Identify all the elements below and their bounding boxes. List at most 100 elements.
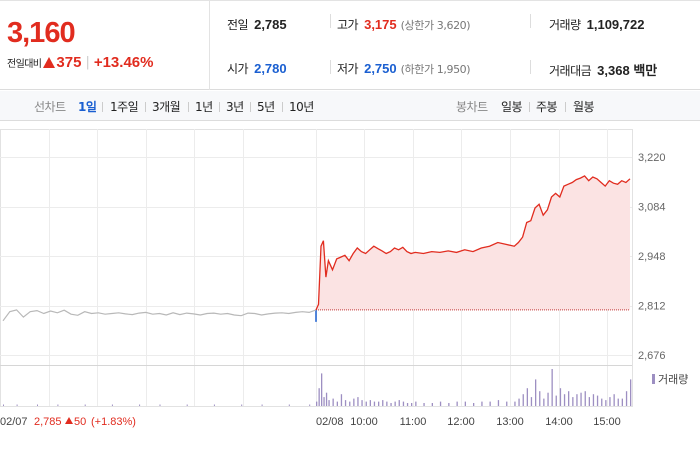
high-label: 고가: [337, 18, 359, 32]
volume-bar: [506, 401, 508, 406]
x-tick-label: 15:00: [593, 416, 621, 428]
change-value: 375: [56, 54, 82, 71]
prev-close-label: 전일: [227, 18, 249, 32]
x-tick-label: 11:00: [400, 416, 427, 428]
volume-bar: [559, 388, 562, 406]
divider: [145, 102, 146, 112]
volume-legend: 거래량: [652, 373, 688, 386]
volume-bar: [241, 404, 243, 406]
volume-bar: [357, 397, 359, 406]
volume-bar: [535, 379, 537, 406]
volume-bar: [378, 401, 380, 406]
prev-close-stat: 전일 2,785: [227, 16, 287, 33]
volume-bar: [3, 404, 4, 406]
prev-day-footer: 02/07 2,785 50 (+1.83%): [0, 416, 136, 428]
volume-bar: [213, 404, 215, 406]
volume-bar: [572, 397, 574, 406]
y-axis-ticks: 3,220 3,084 2,948 2,812 2,676: [638, 152, 666, 362]
volume-bar: [555, 395, 557, 406]
price-area: [315, 175, 630, 322]
volume-bar: [402, 401, 405, 406]
volume-bar: [601, 398, 603, 406]
divider: [188, 102, 189, 112]
price-lines: [2, 175, 631, 322]
volume-bar: [288, 404, 290, 406]
volume-bar: [261, 404, 263, 406]
candle-daily-tab[interactable]: 일봉: [501, 100, 523, 114]
prev-day-up-icon: [65, 417, 73, 424]
volume-bar: [394, 401, 396, 406]
prev-day-line: [2, 309, 317, 322]
period-3m-tab[interactable]: 3개월: [152, 100, 181, 114]
period-3y-tab[interactable]: 3년: [226, 100, 244, 114]
volume-bar: [415, 401, 417, 406]
volume-bar: [406, 403, 409, 406]
volume-bar: [398, 400, 400, 406]
y-tick-label: 3,084: [638, 202, 666, 214]
change-row: 전일대비 375 | +13.46%: [7, 54, 153, 71]
period-1w-tab[interactable]: 1주일: [110, 100, 139, 114]
period-1d-tab[interactable]: 1일: [78, 100, 97, 114]
volume-bar: [522, 394, 524, 406]
volume-bar: [309, 404, 311, 406]
volume-bar: [588, 397, 590, 406]
candle-monthly-tab[interactable]: 월봉: [573, 100, 595, 114]
volume-bar: [321, 373, 323, 406]
volume-bar: [159, 404, 161, 406]
volume-bar: [448, 403, 450, 406]
change-rate: +13.46%: [93, 54, 154, 71]
volume-bar: [526, 388, 528, 406]
lower-limit: (하한가 1,950): [400, 63, 471, 76]
candle-weekly-tab[interactable]: 주봉: [536, 100, 558, 114]
high-value: 3,175: [364, 17, 397, 32]
change-label: 전일대비: [7, 59, 42, 70]
volume-bar: [340, 394, 343, 406]
volume-bar: [37, 404, 38, 406]
volume-bar: [563, 394, 566, 406]
volume-bar: [16, 404, 18, 406]
volume-bar: [547, 392, 549, 406]
open-value: 2,780: [254, 61, 287, 76]
volume-bar: [332, 398, 334, 406]
divider: [330, 14, 331, 28]
low-label: 저가: [337, 62, 359, 76]
volume-bar: [382, 400, 384, 406]
price-area-fill: [316, 175, 630, 310]
period-bar: 선차트 1일 1주일 3개월 1년 3년 5년 10년 봉차트 일봉 주봉 월봉: [0, 90, 700, 121]
y-tick-label: 2,948: [638, 251, 666, 263]
prev-day-change: 50: [74, 416, 86, 428]
volume-bar: [530, 397, 533, 406]
volume-bar: [328, 400, 330, 406]
candle-chart-label: 봉차트: [456, 100, 488, 114]
amount-label: 거래대금: [549, 64, 592, 78]
up-arrow-icon: [43, 57, 56, 68]
volume-bar: [464, 401, 466, 406]
volume-bar: [497, 400, 500, 406]
divider: [330, 60, 331, 74]
volume-bar: [57, 404, 59, 406]
volume-stat: 거래량 1,109,722: [549, 16, 644, 33]
volume-bar: [481, 401, 483, 406]
volume-bar: [369, 400, 371, 406]
volume-bar: [514, 401, 516, 406]
divider: [282, 102, 283, 112]
current-day-line: [315, 175, 631, 311]
period-5y-tab[interactable]: 5년: [257, 100, 275, 114]
volume-bar: [617, 398, 619, 406]
volume-bars: [3, 369, 632, 406]
volume-legend-swatch: [652, 374, 655, 384]
prev-day-date: 02/07: [0, 416, 28, 428]
divider: [250, 102, 251, 112]
volume-bar: [609, 397, 611, 406]
volume-bar: [613, 394, 615, 406]
period-10y-tab[interactable]: 10년: [289, 100, 314, 114]
period-1y-tab[interactable]: 1년: [195, 100, 213, 114]
volume-bar: [473, 403, 475, 406]
volume-bar: [592, 394, 595, 406]
volume-bar: [630, 379, 632, 406]
volume-bar: [621, 398, 623, 406]
volume-bar: [344, 400, 347, 406]
volume-label: 거래량: [549, 18, 581, 32]
divider: [530, 14, 531, 28]
volume-bar: [605, 400, 607, 406]
